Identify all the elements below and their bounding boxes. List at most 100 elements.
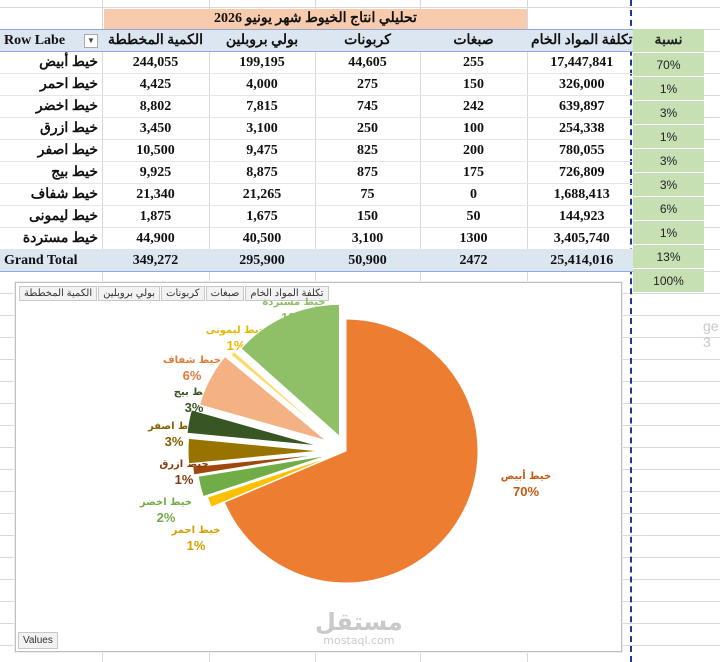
ratio-cell[interactable]: 1% [633, 220, 704, 245]
ratio-cell[interactable]: 1% [633, 76, 704, 101]
pie-slice-3[interactable] [197, 454, 329, 498]
row-label[interactable]: خيط شفاف [0, 183, 102, 206]
slice-percent-label: 70% [513, 484, 539, 499]
column-header[interactable]: كربونات [315, 29, 420, 52]
filter-dropdown-icon[interactable]: ▼ [84, 33, 98, 48]
row-label[interactable]: خيط اصفر [0, 139, 102, 162]
pie-chart[interactable]: تكلفة المواد الخام صبغات كربونات بولي بروبل… [15, 282, 622, 652]
value-cell[interactable]: 255 [420, 51, 527, 74]
row-label[interactable]: خيط بيج [0, 161, 102, 184]
value-cell[interactable]: 21,265 [209, 183, 315, 206]
value-cell[interactable]: 7,815 [209, 95, 315, 118]
column-header[interactable]: صبغات [420, 29, 527, 52]
value-cell[interactable]: 150 [420, 73, 527, 96]
row-labels-header[interactable]: Row Labe ▼ [0, 29, 102, 52]
pie-slice-4[interactable] [192, 453, 325, 476]
value-cell[interactable]: 250 [315, 117, 420, 140]
value-cell[interactable]: 44,605 [315, 51, 420, 74]
value-cell[interactable]: 175 [420, 161, 527, 184]
value-cell[interactable]: 745 [315, 95, 420, 118]
value-cell[interactable]: 10,500 [102, 139, 209, 162]
chart-field-button[interactable]: كربونات [161, 286, 205, 301]
value-cell[interactable]: 726,809 [527, 161, 637, 184]
value-cell[interactable]: 8,875 [209, 161, 315, 184]
value-cell[interactable]: 199,195 [209, 51, 315, 74]
row-label[interactable]: خيط اخضر [0, 95, 102, 118]
row-label[interactable]: خيط أبيض [0, 51, 102, 74]
ratio-cell[interactable]: 70% [633, 52, 704, 77]
pie-slice-2[interactable] [206, 455, 334, 508]
value-cell[interactable]: 4,000 [209, 73, 315, 96]
value-cell[interactable]: 349,272 [102, 249, 209, 272]
value-cell[interactable]: 3,450 [102, 117, 209, 140]
row-label[interactable]: خيط ليمونى [0, 205, 102, 228]
value-cell[interactable]: 75 [315, 183, 420, 206]
column-header[interactable]: بولي بروبلين [209, 29, 315, 52]
value-cell[interactable]: 200 [420, 139, 527, 162]
ratio-cell[interactable]: 1% [633, 124, 704, 149]
ratio-cell[interactable]: 3% [633, 148, 704, 173]
value-cell[interactable]: 1,875 [102, 205, 209, 228]
value-cell[interactable]: 242 [420, 95, 527, 118]
value-cell[interactable]: 25,414,016 [527, 249, 637, 272]
value-cell[interactable]: 825 [315, 139, 420, 162]
ratio-cell[interactable]: 3% [633, 100, 704, 125]
value-cell[interactable]: 1300 [420, 227, 527, 250]
value-cell[interactable]: 1,675 [209, 205, 315, 228]
pie-slice-8[interactable] [230, 350, 333, 440]
column-header[interactable]: تكلفة المواد الخام [527, 29, 637, 52]
values-field-button[interactable]: Values [18, 632, 58, 649]
pie-slice-9[interactable] [240, 303, 340, 438]
page-number-ghost: ge 3 [703, 318, 719, 350]
ratio-header[interactable]: نسبة [633, 29, 704, 53]
chart-field-button[interactable]: الكمية المخططة [19, 286, 98, 301]
value-cell[interactable]: 150 [315, 205, 420, 228]
report-title[interactable]: تحليلي انتاج الخيوط شهر يونيو 2026 [104, 9, 527, 29]
ratio-cell[interactable]: 100% [633, 268, 704, 293]
value-cell[interactable]: 254,338 [527, 117, 637, 140]
pie-slice-1[interactable] [223, 318, 479, 584]
pie-slice-6[interactable] [186, 409, 319, 447]
value-cell[interactable]: 9,925 [102, 161, 209, 184]
row-label[interactable]: خيط ازرق [0, 117, 102, 140]
value-cell[interactable]: 144,923 [527, 205, 637, 228]
value-cell[interactable]: 3,100 [315, 227, 420, 250]
value-cell[interactable]: 326,000 [527, 73, 637, 96]
value-cell[interactable]: 2472 [420, 249, 527, 272]
chart-field-buttons: تكلفة المواد الخام صبغات كربونات بولي بروبل… [18, 286, 329, 301]
value-cell[interactable]: 244,055 [102, 51, 209, 74]
value-cell[interactable]: 21,340 [102, 183, 209, 206]
value-cell[interactable]: 8,802 [102, 95, 209, 118]
value-cell[interactable]: 4,425 [102, 73, 209, 96]
value-cell[interactable]: 50 [420, 205, 527, 228]
column-header[interactable]: الكمية المخططة [102, 29, 209, 52]
value-cell[interactable]: 295,900 [209, 249, 315, 272]
value-cell[interactable]: 9,475 [209, 139, 315, 162]
value-cell[interactable]: 50,900 [315, 249, 420, 272]
ratio-cell[interactable]: 6% [633, 196, 704, 221]
value-cell[interactable]: 17,447,841 [527, 51, 637, 74]
value-cell[interactable]: 1,688,413 [527, 183, 637, 206]
chart-field-button[interactable]: صبغات [205, 286, 245, 301]
value-cell[interactable]: 0 [420, 183, 527, 206]
value-cell[interactable]: 639,897 [527, 95, 637, 118]
value-cell[interactable]: 100 [420, 117, 527, 140]
row-label[interactable]: Grand Total [0, 249, 102, 272]
value-cell[interactable]: 3,405,740 [527, 227, 637, 250]
pie-slice-7[interactable] [198, 355, 327, 442]
mostaql-watermark: مستقل mostaql.com [315, 610, 403, 647]
ratio-cell[interactable]: 3% [633, 172, 704, 197]
chart-field-button[interactable]: بولي بروبلين [98, 286, 161, 301]
pie-slice-5[interactable] [187, 437, 321, 465]
value-cell[interactable]: 275 [315, 73, 420, 96]
value-cell[interactable]: 44,900 [102, 227, 209, 250]
ratio-cell[interactable]: 13% [633, 244, 704, 269]
value-cell[interactable]: 780,055 [527, 139, 637, 162]
value-cell[interactable]: 875 [315, 161, 420, 184]
value-cell[interactable]: 3,100 [209, 117, 315, 140]
value-cell[interactable]: 40,500 [209, 227, 315, 250]
row-label[interactable]: خيط احمر [0, 73, 102, 96]
page-break-line [630, 0, 632, 662]
row-label[interactable]: خيط مستردة [0, 227, 102, 250]
chart-field-button[interactable]: تكلفة المواد الخام [245, 286, 329, 301]
